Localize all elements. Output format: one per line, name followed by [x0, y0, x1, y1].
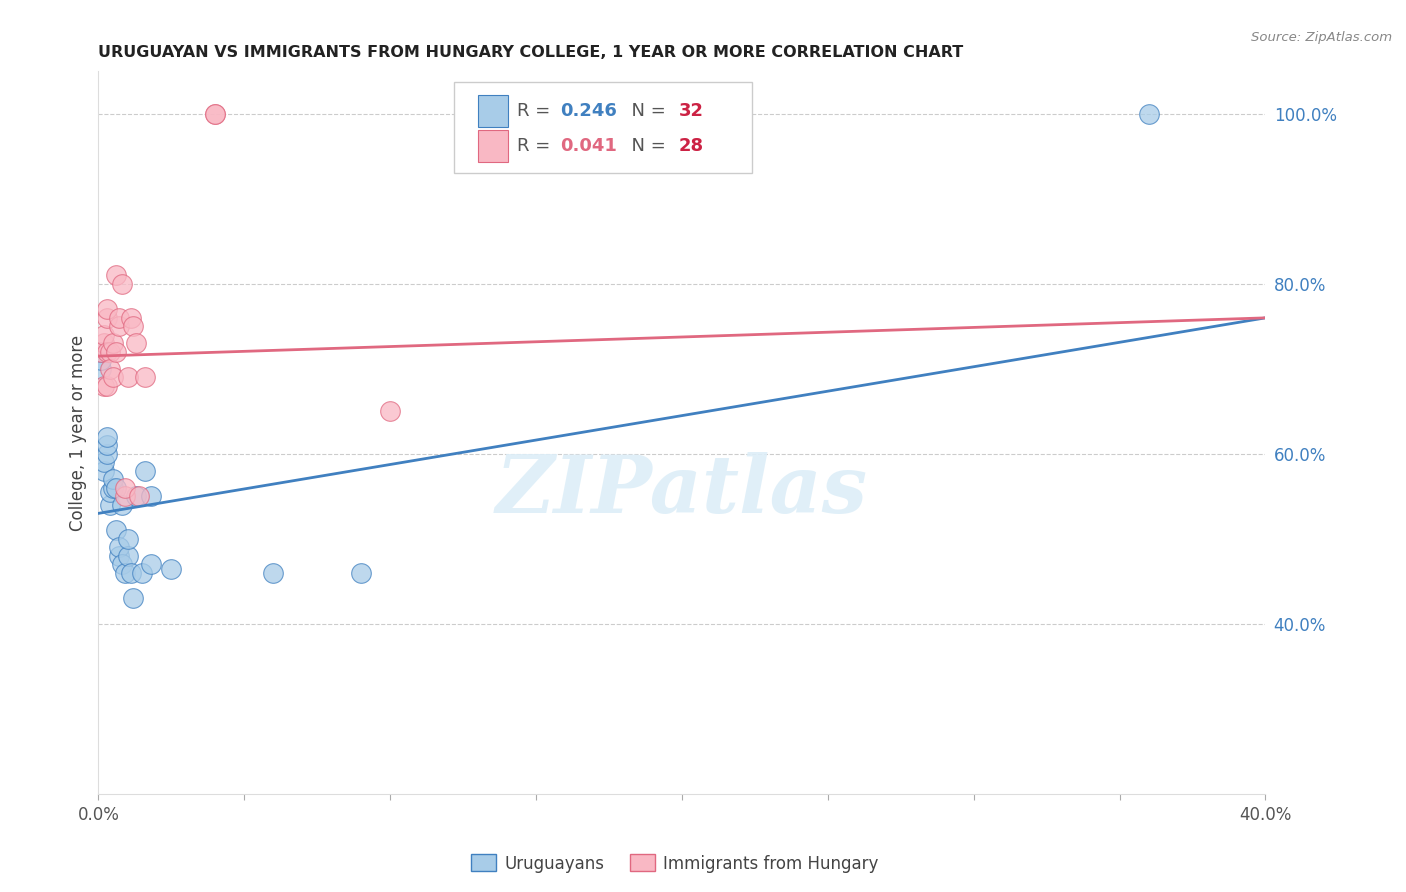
- FancyBboxPatch shape: [454, 82, 752, 172]
- Point: [98, 485, 121, 500]
- Point: [204, 107, 226, 121]
- Point: [262, 566, 284, 580]
- Point: [93, 327, 115, 342]
- Point: [108, 541, 131, 555]
- Point: [1137, 107, 1160, 121]
- Point: [134, 464, 156, 478]
- Text: URUGUAYAN VS IMMIGRANTS FROM HUNGARY COLLEGE, 1 YEAR OR MORE CORRELATION CHART: URUGUAYAN VS IMMIGRANTS FROM HUNGARY COL…: [98, 45, 963, 61]
- Y-axis label: College, 1 year or more: College, 1 year or more: [69, 334, 87, 531]
- Text: Source: ZipAtlas.com: Source: ZipAtlas.com: [1251, 31, 1392, 45]
- Point: [108, 310, 131, 325]
- Point: [90, 344, 112, 359]
- Point: [98, 344, 121, 359]
- Point: [111, 498, 134, 512]
- Point: [96, 344, 118, 359]
- Point: [114, 481, 136, 495]
- Point: [350, 566, 373, 580]
- Point: [128, 489, 150, 503]
- Text: 28: 28: [679, 137, 703, 155]
- Text: 0.041: 0.041: [561, 137, 617, 155]
- Point: [117, 532, 139, 546]
- Point: [125, 336, 148, 351]
- Point: [111, 277, 134, 291]
- Text: R =: R =: [517, 102, 557, 120]
- Text: R =: R =: [517, 137, 557, 155]
- Text: N =: N =: [620, 137, 672, 155]
- Point: [122, 591, 145, 606]
- Text: ZIPatlas: ZIPatlas: [496, 451, 868, 529]
- Point: [90, 353, 112, 368]
- Point: [104, 268, 127, 283]
- Point: [101, 472, 124, 486]
- Point: [134, 370, 156, 384]
- Point: [108, 319, 131, 334]
- FancyBboxPatch shape: [478, 95, 508, 127]
- Point: [96, 379, 118, 393]
- Point: [120, 566, 142, 580]
- Point: [104, 524, 127, 538]
- Point: [122, 319, 145, 334]
- Point: [96, 430, 118, 444]
- Point: [120, 310, 142, 325]
- Legend: Uruguayans, Immigrants from Hungary: Uruguayans, Immigrants from Hungary: [465, 847, 884, 880]
- FancyBboxPatch shape: [478, 130, 508, 162]
- Point: [96, 302, 118, 317]
- Text: N =: N =: [620, 102, 672, 120]
- Point: [139, 489, 162, 503]
- Point: [160, 561, 183, 575]
- Point: [96, 438, 118, 452]
- Point: [96, 310, 118, 325]
- Point: [108, 549, 131, 563]
- Point: [96, 447, 118, 461]
- Point: [98, 498, 121, 512]
- Point: [114, 566, 136, 580]
- Point: [204, 107, 226, 121]
- Point: [101, 336, 124, 351]
- Point: [125, 489, 148, 503]
- Point: [104, 481, 127, 495]
- Point: [93, 379, 115, 393]
- Text: 0.246: 0.246: [561, 102, 617, 120]
- Point: [90, 344, 112, 359]
- Text: 32: 32: [679, 102, 703, 120]
- Point: [93, 336, 115, 351]
- Point: [93, 464, 115, 478]
- Point: [93, 455, 115, 469]
- Point: [117, 549, 139, 563]
- Point: [101, 370, 124, 384]
- Point: [98, 362, 121, 376]
- Point: [117, 370, 139, 384]
- Point: [90, 362, 112, 376]
- Point: [139, 558, 162, 572]
- Point: [104, 344, 127, 359]
- Point: [111, 558, 134, 572]
- Point: [131, 566, 153, 580]
- Point: [114, 489, 136, 503]
- Point: [101, 481, 124, 495]
- Point: [380, 404, 402, 418]
